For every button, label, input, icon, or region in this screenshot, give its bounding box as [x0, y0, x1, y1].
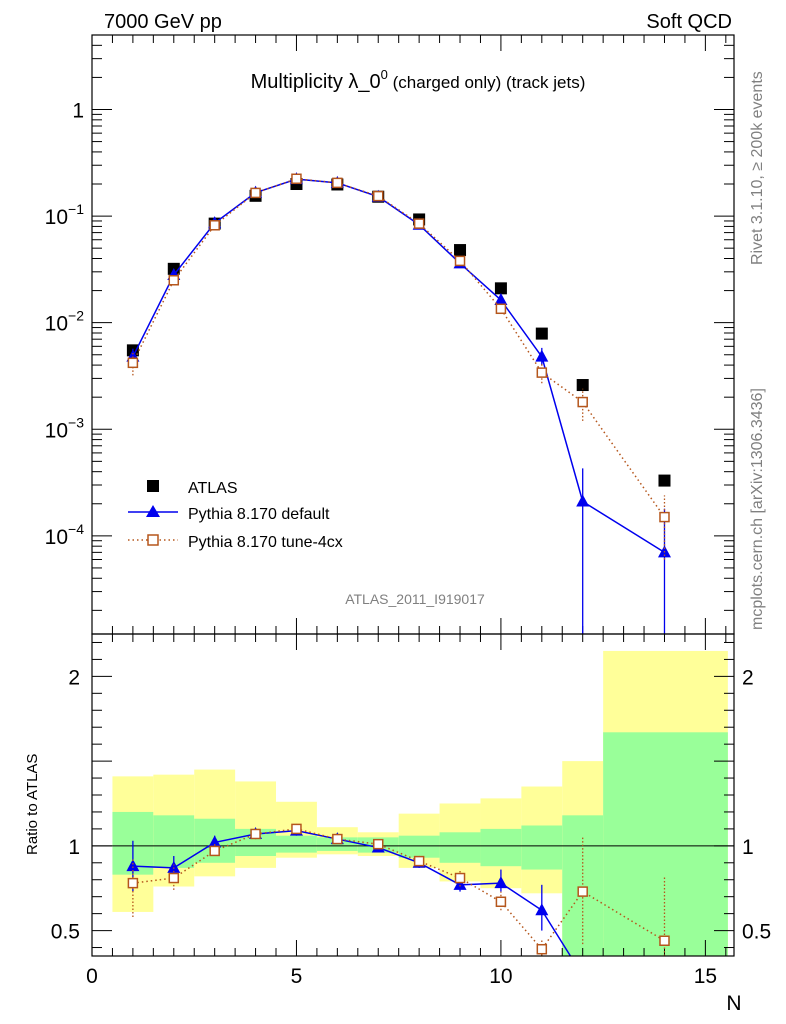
y-tick-label: 1: [68, 836, 80, 859]
upper-series: [126, 172, 671, 634]
data-point: [208, 835, 222, 848]
analysis-tag: ATLAS_2011_I919017: [345, 591, 485, 607]
mcplots-label: mcplots.cern.ch [arXiv:1306.3436]: [749, 388, 766, 630]
x-tick-label: 10: [489, 965, 512, 988]
data-point: [454, 872, 466, 884]
band-inner: [480, 828, 522, 867]
legend-tune-label: Pythia 8.170 tune-4cx: [188, 534, 343, 551]
x-tick-label: 0: [86, 965, 98, 988]
data-point: [413, 218, 425, 229]
legend-default-marker: [146, 505, 160, 517]
data-point: [495, 896, 507, 908]
data-point: [127, 357, 139, 369]
legend: ATLAS Pythia 8.170 default Pythia 8.170 …: [128, 480, 343, 551]
y-tick-label-right: 1: [742, 836, 754, 859]
upper-panel: 10−4 10−3 10−2 10−1 1: [45, 34, 735, 635]
y-tick-label: 10−3: [45, 414, 85, 442]
series-atlas: [126, 178, 671, 487]
process-label: Soft QCD: [646, 11, 732, 33]
data-point: [536, 943, 548, 955]
band-inner: [398, 835, 440, 858]
data-point: [250, 187, 261, 199]
data-point: [659, 935, 670, 946]
data-point: [494, 293, 508, 306]
band-inner: [603, 732, 728, 956]
y-tick-label: 1: [72, 100, 84, 123]
main-title-name: Multiplicity λ_0: [251, 71, 381, 93]
data-point: [659, 511, 670, 523]
data-point: [576, 379, 589, 392]
data-point: [494, 876, 508, 889]
ratio-frame: [91, 633, 735, 957]
data-point: [291, 173, 302, 185]
data-point: [372, 838, 384, 850]
legend-default-label: Pythia 8.170 default: [188, 506, 330, 523]
ratio-bands: [112, 650, 728, 956]
band-inner: [439, 832, 481, 863]
data-point: [168, 872, 180, 884]
series-pythia-8-170-tune-4cx: [127, 173, 670, 560]
data-point: [291, 823, 302, 835]
legend-tune-marker: [147, 534, 159, 546]
data-point: [494, 282, 507, 295]
series-line: [132, 829, 572, 957]
legend-atlas-label: ATLAS: [188, 480, 238, 497]
data-point: [535, 327, 548, 340]
data-point: [577, 886, 588, 897]
legend-atlas-marker: [147, 480, 159, 492]
data-point: [536, 367, 548, 378]
upper-ticks: 10−4 10−3 10−2 10−1 1: [45, 34, 734, 634]
series-pythia-8-170-default: [126, 172, 671, 634]
series-pythia-8-170-tune-4cx: [127, 823, 670, 956]
x-axis-label: N: [726, 992, 741, 1015]
ratio-panel: 0.5 0.5 1 1 2 2 0 5 10 15: [51, 633, 771, 988]
data-point: [209, 845, 220, 857]
data-point: [126, 859, 140, 872]
energy-label: 7000 GeV pp: [104, 11, 222, 33]
data-point: [454, 255, 466, 267]
data-point: [372, 190, 384, 202]
data-point: [167, 860, 181, 873]
band-inner: [276, 835, 317, 853]
y-tick-label-right: 2: [742, 666, 754, 689]
data-point: [535, 903, 549, 916]
data-point: [577, 396, 588, 408]
x-tick-label: 5: [291, 965, 303, 988]
y-tick-label: 10−4: [45, 521, 85, 549]
band-inner: [521, 825, 563, 870]
data-point: [454, 244, 467, 257]
y-tick-label-right: 0.5: [742, 921, 771, 944]
rivet-label: Rivet 3.1.10, ≥ 200k events: [749, 71, 766, 265]
data-point: [658, 474, 671, 487]
data-point: [413, 855, 425, 867]
ratio-series: [126, 823, 670, 957]
data-point: [209, 220, 220, 231]
y-tick-label: 10−1: [45, 201, 85, 229]
data-point: [495, 303, 507, 315]
data-point: [535, 349, 549, 362]
ratio-ylabel: Ratio to ATLAS: [24, 754, 41, 855]
data-point: [250, 828, 261, 840]
band-inner: [562, 815, 604, 956]
x-tick-label: 15: [694, 965, 717, 988]
data-point: [168, 275, 180, 286]
data-point: [576, 494, 590, 507]
y-tick-label: 2: [68, 666, 80, 689]
main-title: Multiplicity λ_00 (charged only) (track …: [251, 67, 586, 93]
y-tick-label: 0.5: [51, 921, 80, 944]
main-title-tail: (charged only) (track jets): [388, 73, 585, 92]
y-tick-label: 10−2: [45, 308, 85, 336]
data-point: [453, 877, 467, 890]
data-point: [332, 833, 343, 845]
main-title-sup: 0: [381, 67, 388, 82]
data-point: [332, 177, 343, 189]
data-point: [127, 877, 139, 889]
